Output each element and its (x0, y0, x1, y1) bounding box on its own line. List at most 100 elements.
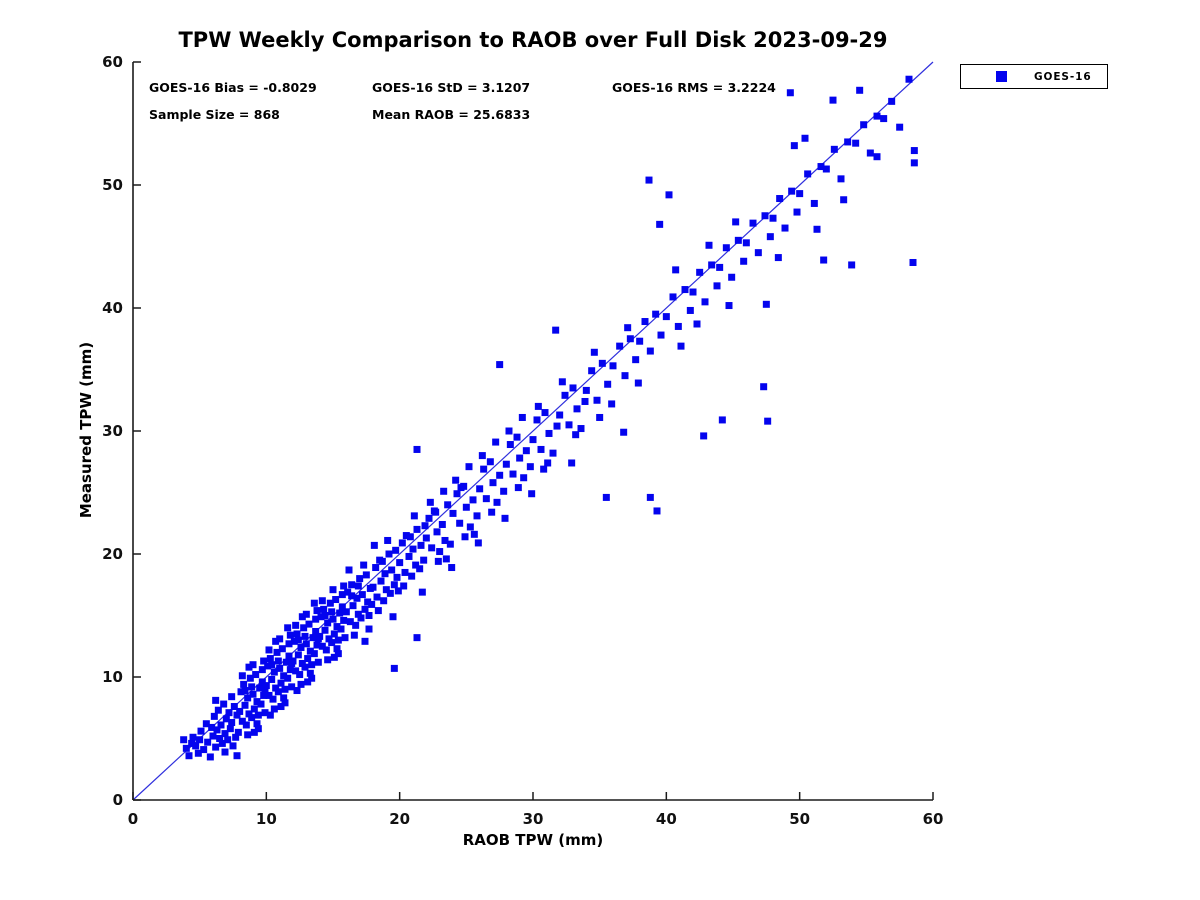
scatter-point (493, 498, 501, 506)
scatter-point (786, 89, 794, 97)
scatter-point (352, 621, 360, 629)
scatter-point (541, 409, 549, 417)
scatter-point (266, 655, 274, 663)
scatter-point (336, 609, 344, 617)
scatter-point (197, 727, 205, 735)
scatter-point (384, 536, 392, 544)
legend-marker-square-icon (996, 71, 1007, 82)
scatter-point (742, 239, 750, 247)
scatter-point (330, 630, 338, 638)
scatter-point (229, 742, 237, 750)
scatter-point (632, 356, 640, 364)
scatter-point (301, 632, 309, 640)
scatter-point (534, 402, 542, 410)
scatter-point (646, 493, 654, 501)
scatter-point (502, 460, 510, 468)
scatter-point (616, 342, 624, 350)
scatter-point (760, 383, 768, 391)
y-tick-label: 50 (102, 176, 123, 194)
x-tick-label: 20 (389, 810, 410, 828)
scatter-point (593, 396, 601, 404)
scatter-point (568, 459, 576, 467)
scatter-point (281, 685, 289, 693)
scatter-point (669, 293, 677, 301)
scatter-point (552, 326, 560, 334)
scatter-point (409, 545, 417, 553)
scatter-point (266, 711, 274, 719)
scatter-point (268, 661, 276, 669)
scatter-point (301, 663, 309, 671)
scatter-point (322, 646, 330, 654)
scatter-point (844, 138, 852, 146)
scatter-point (386, 589, 394, 597)
scatter-point (582, 386, 590, 394)
scatter-point (293, 687, 301, 695)
scatter-point (641, 318, 649, 326)
scatter-point (298, 613, 306, 621)
stat-bias: GOES-16 Bias = -0.8029 (149, 80, 317, 95)
scatter-point (469, 496, 477, 504)
scatter-point (341, 634, 349, 642)
scatter-point (653, 507, 661, 515)
scatter-point (410, 512, 418, 520)
scatter-point (254, 725, 262, 733)
scatter-point (421, 522, 429, 530)
scatter-point (284, 674, 292, 682)
scatter-point (249, 690, 257, 698)
scatter-point (446, 540, 454, 548)
scatter-point (776, 195, 784, 203)
scatter-point (365, 612, 373, 619)
scatter-point (261, 685, 269, 693)
scatter-point (392, 546, 400, 554)
scatter-point (334, 636, 342, 644)
scatter-point (774, 254, 782, 262)
scatter-point (249, 661, 257, 669)
scatter-point (194, 749, 202, 757)
scatter-point (433, 528, 441, 536)
scatter-point (636, 337, 644, 345)
scatter-point (408, 572, 416, 580)
x-tick-label: 10 (256, 810, 277, 828)
scatter-point (565, 421, 573, 429)
scatter-point (278, 645, 286, 653)
scatter-point (354, 610, 362, 618)
scatter-point (438, 520, 446, 528)
scatter-points (180, 75, 918, 761)
scatter-point (180, 736, 188, 744)
scatter-point (390, 664, 398, 672)
scatter-point (533, 416, 541, 424)
scatter-point (866, 149, 874, 157)
scatter-point (602, 493, 610, 501)
scatter-point (330, 653, 338, 661)
scatter-point (318, 597, 326, 605)
scatter-point (292, 667, 300, 675)
scatter-point (365, 625, 373, 633)
scatter-point (400, 582, 408, 590)
scatter-point (348, 581, 356, 589)
scatter-point (217, 721, 225, 729)
scatter-point (553, 422, 561, 430)
scatter-point (285, 640, 293, 648)
scatter-point (801, 134, 809, 142)
scatter-point (817, 163, 825, 171)
scatter-point (545, 429, 553, 437)
scatter-point (237, 688, 245, 696)
scatter-point (300, 624, 308, 632)
scatter-point (705, 241, 713, 249)
scatter-point (804, 170, 812, 178)
scatter-point (320, 605, 328, 613)
scatter-point (333, 623, 341, 631)
scatter-point (306, 647, 314, 655)
scatter-point (796, 190, 804, 198)
scatter-point (544, 459, 552, 467)
scatter-point (345, 566, 353, 574)
scatter-point (360, 561, 368, 569)
scatter-point (270, 668, 278, 676)
scatter-point (581, 397, 589, 405)
scatter-point (686, 306, 694, 314)
scatter-point (428, 544, 436, 552)
scatter-point (286, 631, 294, 639)
scatter-point (342, 608, 350, 616)
scatter-point (337, 625, 345, 633)
